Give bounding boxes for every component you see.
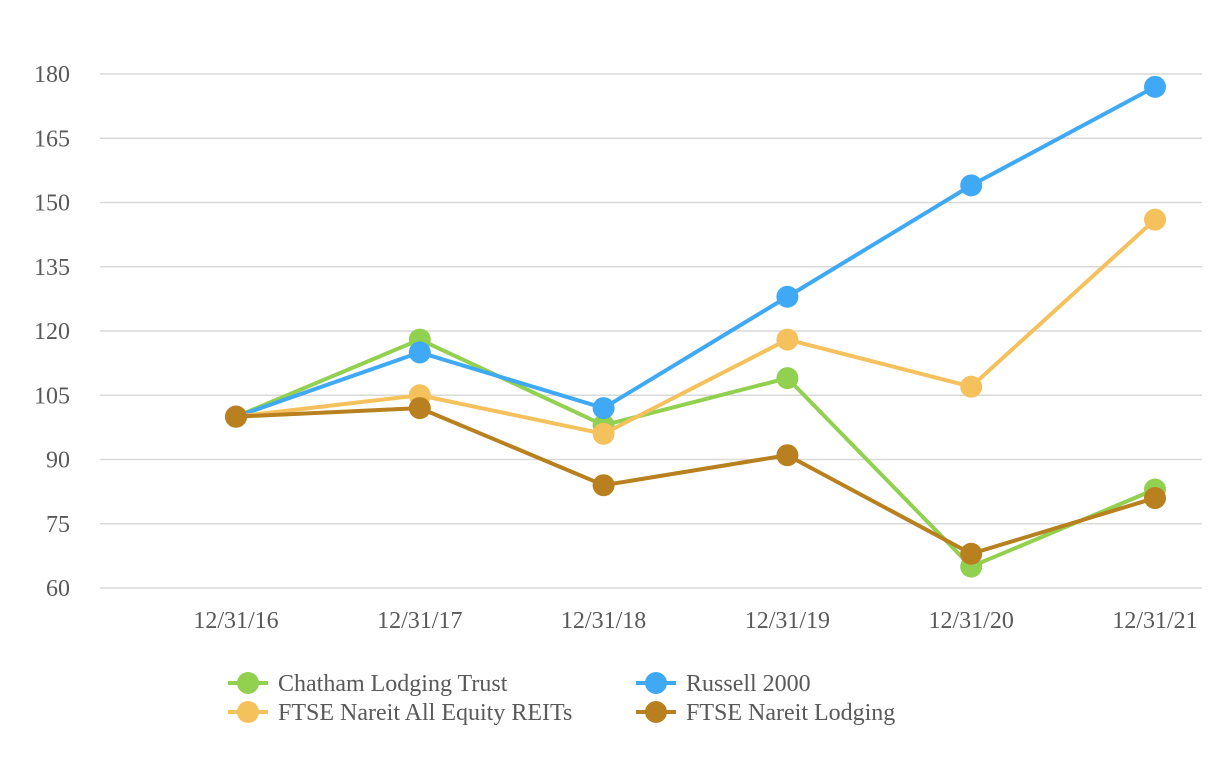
series-4 [225, 397, 1166, 565]
series-2 [225, 75, 1166, 428]
legend-item: FTSE Nareit Lodging [636, 700, 895, 726]
legend-item: FTSE Nareit All Equity REITs [228, 700, 572, 726]
y-tick-label: 180 [34, 62, 70, 88]
data-point [592, 397, 615, 420]
x-tick-label: 12/31/17 [377, 608, 462, 634]
y-tick-label: 150 [34, 191, 70, 217]
x-axis-tick-labels: 12/31/16 12/31/17 12/31/18 12/31/19 12/31/20… [193, 608, 1197, 634]
data-point [225, 405, 247, 428]
legend-swatch-marker [645, 701, 667, 723]
data-point [960, 542, 983, 565]
data-point [960, 375, 983, 398]
y-tick-label: 60 [46, 576, 70, 602]
data-point [592, 422, 615, 445]
x-tick-label: 12/31/16 [193, 608, 278, 634]
legend-item: Chatham Lodging Trust [228, 671, 508, 697]
x-tick-label: 12/31/18 [561, 608, 646, 634]
data-point [1144, 487, 1166, 510]
data-point [1144, 208, 1166, 231]
legend-swatch-marker [237, 672, 259, 694]
legend: Chatham Lodging Trust Russell 2000 FTSE Na… [228, 671, 895, 726]
legend-label: Chatham Lodging Trust [278, 671, 508, 697]
data-point [408, 341, 431, 364]
legend-label: Russell 2000 [686, 671, 811, 697]
data-point [408, 397, 431, 420]
series-line [235, 406, 1156, 556]
legend-swatch-marker [237, 701, 259, 723]
legend-swatch-marker [645, 672, 667, 694]
legend-label: FTSE Nareit All Equity REITs [278, 700, 572, 726]
data-point [776, 444, 799, 467]
legend-item: Russell 2000 [636, 671, 811, 697]
legend-label: FTSE Nareit Lodging [686, 700, 895, 726]
y-axis-tick-labels: 60 75 90 105 120 135 150 165 180 [34, 62, 70, 602]
data-point [592, 474, 615, 497]
x-tick-label: 12/31/20 [929, 608, 1014, 634]
data-point [960, 174, 983, 197]
y-tick-label: 165 [34, 126, 70, 152]
series-line [235, 85, 1156, 419]
y-tick-label: 120 [34, 319, 70, 345]
series-line [235, 218, 1157, 436]
x-tick-label: 12/31/19 [745, 608, 830, 634]
y-tick-label: 75 [46, 512, 70, 538]
data-point [1144, 75, 1166, 98]
series-lines [225, 75, 1166, 578]
data-point [776, 328, 799, 351]
y-tick-label: 105 [34, 383, 70, 409]
y-tick-label: 135 [34, 255, 70, 281]
series-line [235, 337, 1156, 569]
data-point [776, 285, 799, 308]
x-tick-label: 12/31/21 [1112, 608, 1197, 634]
data-point [776, 367, 799, 390]
series-1 [225, 328, 1166, 578]
y-tick-label: 90 [46, 448, 70, 474]
